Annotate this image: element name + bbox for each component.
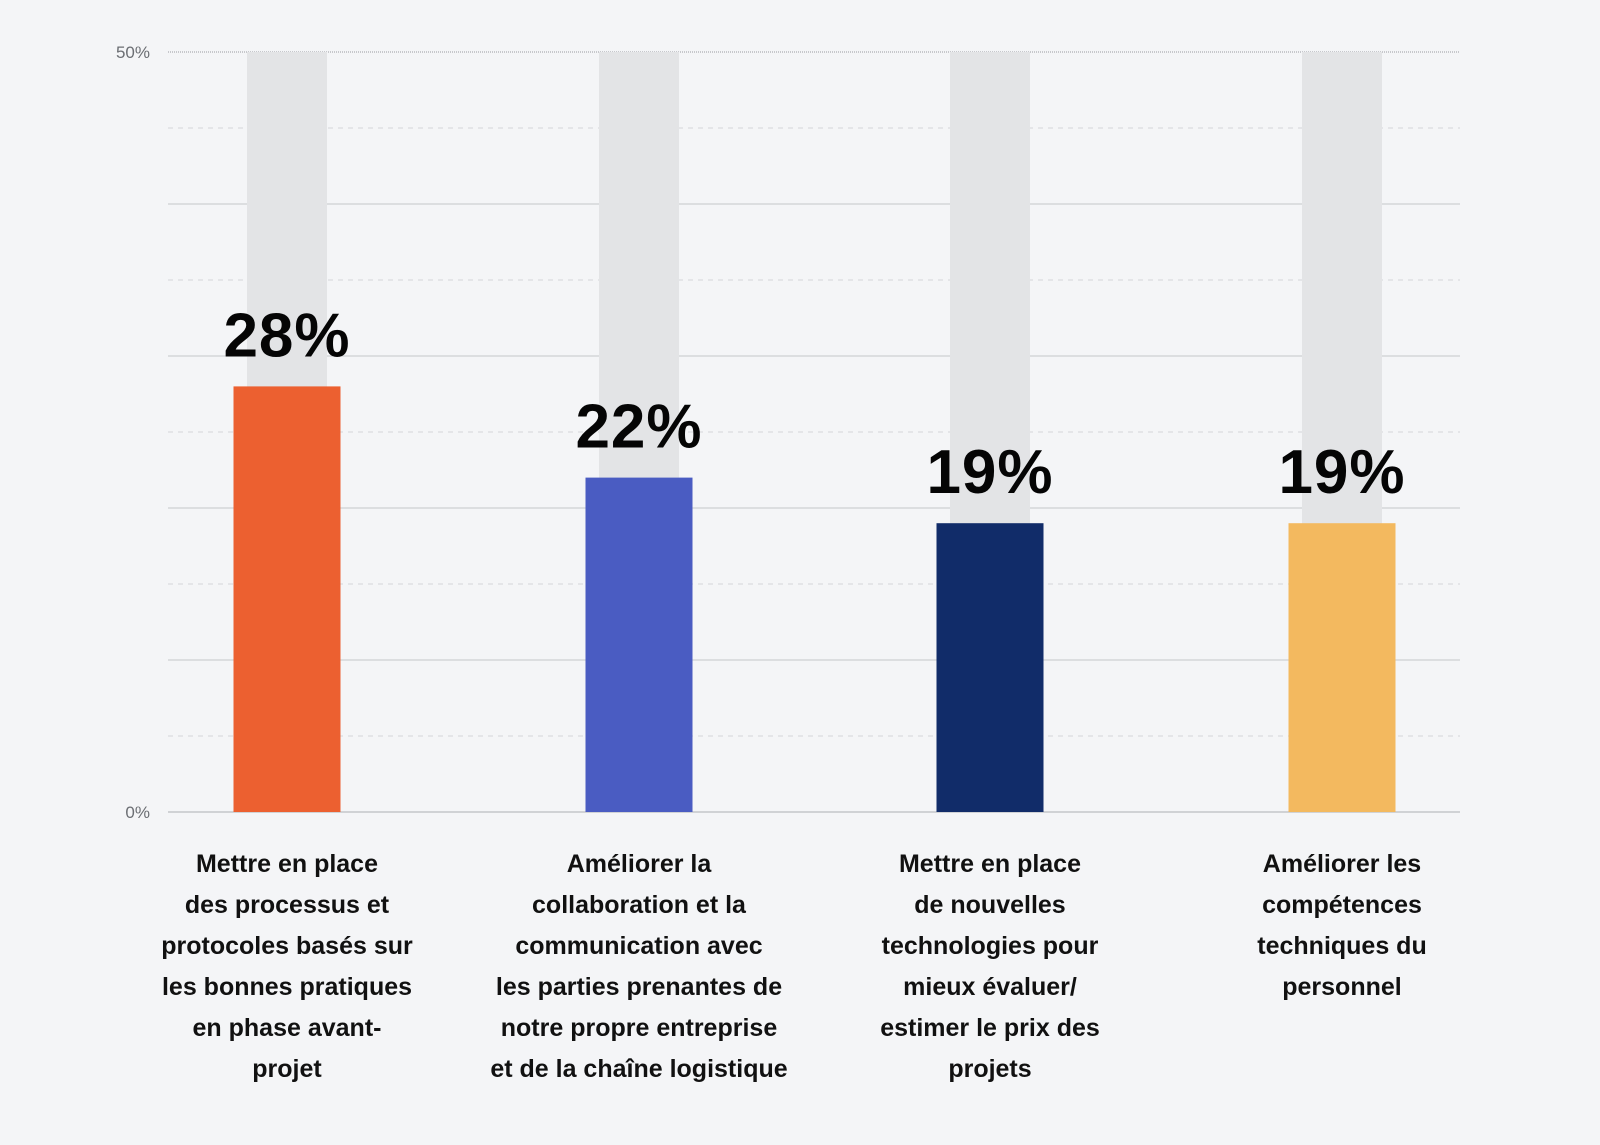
y-tick-label: 50%	[116, 43, 150, 62]
category-label-line: les bonnes pratiques	[162, 973, 412, 1001]
category-label-line: projets	[948, 1055, 1031, 1083]
category-label-line: projet	[252, 1055, 322, 1083]
category-label-line: mieux évaluer/	[903, 973, 1077, 1001]
category-label-line: technologies pour	[882, 932, 1099, 960]
bar[interactable]	[1288, 523, 1396, 812]
category-label-line: en phase avant-	[193, 1014, 382, 1042]
category-label: Améliorer la collaboration et la communica…	[490, 850, 787, 1083]
category-label-line: Améliorer les	[1263, 850, 1421, 878]
y-tick-label: 0%	[125, 803, 150, 822]
category-label-line: personnel	[1282, 973, 1401, 1001]
category-label-line: et de la chaîne logistique	[490, 1055, 787, 1083]
bar-value-label: 19%	[1278, 438, 1405, 507]
category-label-line: communication avec	[515, 932, 762, 960]
category-label-line: notre propre entreprise	[501, 1014, 778, 1042]
category-label-line: de nouvelles	[914, 891, 1065, 919]
category-label-line: Mettre en place	[196, 850, 378, 878]
category-label: Mettre en place des processus et protocole…	[161, 850, 413, 1083]
category-label-line: protocoles basés sur	[161, 932, 413, 960]
category-label-line: Mettre en place	[899, 850, 1081, 878]
bar-value-label: 22%	[575, 393, 702, 462]
category-label: Améliorer les compétences techniques du per…	[1257, 850, 1426, 1001]
category-label: Mettre en place de nouvelles technologies …	[880, 850, 1100, 1083]
bar[interactable]	[585, 477, 693, 812]
category-label-line: collaboration et la	[532, 891, 747, 919]
category-label-line: techniques du	[1257, 932, 1426, 960]
bar-value-label: 19%	[926, 438, 1053, 507]
category-label-line: les parties prenantes de	[496, 973, 782, 1001]
bar-value-label: 28%	[223, 301, 350, 370]
bar[interactable]	[233, 386, 341, 812]
category-label-line: des processus et	[185, 891, 390, 919]
category-label-line: estimer le prix des	[880, 1014, 1100, 1042]
category-label-line: Améliorer la	[567, 850, 713, 878]
category-label-line: compétences	[1262, 891, 1422, 919]
bar[interactable]	[936, 523, 1044, 812]
